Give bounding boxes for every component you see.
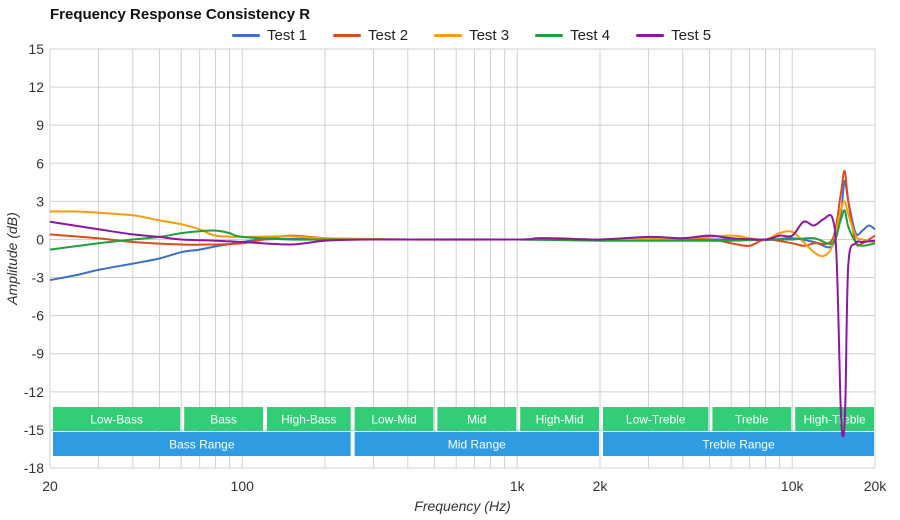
frequency-band-label: High-Treble <box>803 413 866 427</box>
x-tick-label: 20k <box>864 478 888 494</box>
x-tick-label: 1k <box>510 478 526 494</box>
y-tick-label: 3 <box>36 193 44 209</box>
x-tick-label: 10k <box>781 478 805 494</box>
frequency-band-label: High-Mid <box>536 413 584 427</box>
y-tick-label: -15 <box>24 422 44 438</box>
y-tick-label: -3 <box>32 270 45 286</box>
legend-label: Test 1 <box>267 27 308 44</box>
frequency-band-label: Treble <box>735 413 769 427</box>
y-tick-label: 15 <box>28 41 44 57</box>
chart-title: Frequency Response Consistency R <box>50 6 311 23</box>
y-tick-label: 6 <box>36 155 44 171</box>
series-line-test-3 <box>49 200 876 258</box>
frequency-band <box>712 407 792 431</box>
x-tick-label: 100 <box>231 478 255 494</box>
y-tick-label: -12 <box>24 384 44 400</box>
frequency-band <box>266 407 351 431</box>
frequency-band <box>354 407 434 431</box>
legend-label: Test 5 <box>671 27 712 44</box>
legend-swatch <box>535 34 564 37</box>
legend-label: Test 2 <box>368 27 409 44</box>
y-axis-title: Amplitude (dB) <box>4 212 20 306</box>
legend-label: Test 3 <box>469 27 510 44</box>
legend-item: Test 2 <box>333 27 408 44</box>
legend-item: Test 3 <box>434 27 509 44</box>
y-tick-label: -6 <box>32 308 45 324</box>
range-band-label: Mid Range <box>448 438 506 452</box>
series-line-test-4 <box>49 209 876 251</box>
frequency-band <box>53 407 181 431</box>
range-band <box>603 432 874 456</box>
x-tick-label: 20 <box>42 478 58 494</box>
frequency-band <box>603 407 709 431</box>
y-tick-label: 0 <box>36 231 44 247</box>
frequency-band-label: Low-Bass <box>90 413 143 427</box>
series-line-test-5 <box>49 214 876 438</box>
frequency-band <box>437 407 517 431</box>
range-band-label: Bass Range <box>169 438 235 452</box>
frequency-band <box>520 407 599 431</box>
legend-swatch <box>333 34 362 37</box>
range-band <box>354 432 599 456</box>
x-axis-title: Frequency (Hz) <box>414 498 510 514</box>
frequency-band-label: Low-Mid <box>371 413 416 427</box>
legend-item: Test 4 <box>535 27 610 44</box>
y-tick-label: 12 <box>28 79 44 95</box>
range-band <box>53 432 351 456</box>
legend-label: Test 4 <box>570 27 611 44</box>
legend-swatch <box>636 34 665 37</box>
chart-legend: Test 1 Test 2 Test 3 Test 4 Test 5 <box>232 27 711 44</box>
y-tick-label: -9 <box>32 346 45 362</box>
frequency-band-label: Low-Treble <box>626 413 686 427</box>
legend-swatch <box>434 34 463 37</box>
range-band-label: Treble Range <box>702 438 775 452</box>
frequency-band <box>795 407 874 431</box>
legend-swatch <box>232 34 260 37</box>
frequency-band <box>184 407 263 431</box>
series-line-test-1 <box>49 179 876 282</box>
y-tick-label: -18 <box>24 460 44 476</box>
frequency-band-label: High-Bass <box>281 413 336 427</box>
frequency-band-label: Bass <box>210 413 237 427</box>
y-tick-label: 9 <box>36 117 44 133</box>
frequency-band-label: Mid <box>467 413 486 427</box>
legend-item: Test 5 <box>636 27 711 44</box>
x-tick-label: 2k <box>593 478 609 494</box>
legend-item: Test 1 <box>232 27 307 44</box>
